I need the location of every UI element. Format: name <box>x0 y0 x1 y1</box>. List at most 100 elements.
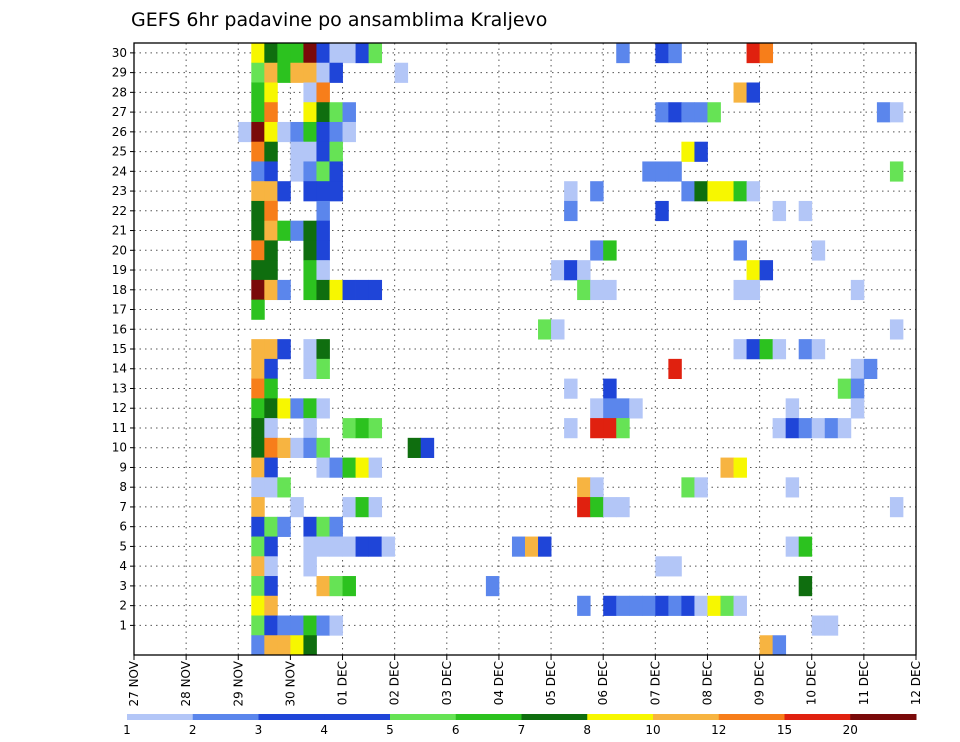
heatmap-cell <box>681 595 695 616</box>
heatmap-cell <box>251 279 265 301</box>
heatmap-cell <box>355 536 369 557</box>
heatmap-cell <box>316 200 330 222</box>
heatmap-cell <box>355 418 369 439</box>
heatmap-cell <box>316 358 330 380</box>
heatmap-cell <box>733 279 747 301</box>
heatmap-cell <box>616 497 630 518</box>
heatmap-cell <box>655 200 669 222</box>
heatmap-cell <box>264 536 278 557</box>
heatmap-cell <box>303 181 317 202</box>
heatmap-cell <box>850 358 865 380</box>
heatmap-cell <box>264 477 278 498</box>
heatmap-cell <box>251 576 265 597</box>
heatmap-cell <box>342 418 356 439</box>
colorbar-label: 7 <box>518 723 526 737</box>
x-tick-label: 30 NOV <box>283 660 297 706</box>
heatmap-cell <box>277 477 291 498</box>
colorbar-label: 3 <box>255 723 263 737</box>
heatmap-cell <box>733 457 747 478</box>
heatmap-cell <box>316 141 330 162</box>
heatmap-cell <box>264 339 278 360</box>
heatmap-cell <box>577 260 591 281</box>
heatmap-cell <box>811 339 826 360</box>
heatmap-cell <box>251 220 265 241</box>
heatmap-cell <box>733 595 747 616</box>
heatmap-cell <box>798 418 813 439</box>
heatmap-cell <box>251 43 265 64</box>
heatmap-cell <box>655 595 669 616</box>
heatmap-cell <box>277 43 291 64</box>
heatmap-cell <box>251 181 265 202</box>
heatmap-cell <box>290 220 304 241</box>
heatmap-cell <box>251 457 265 478</box>
heatmap-cell <box>264 43 278 64</box>
heatmap-cell <box>551 260 565 281</box>
heatmap-cell <box>577 279 591 301</box>
heatmap-cell <box>590 418 604 439</box>
heatmap-cell <box>342 121 356 143</box>
y-tick-label: 2 <box>119 599 127 613</box>
heatmap-cell <box>316 576 330 597</box>
heatmap-cell <box>329 576 343 597</box>
heatmap-cell <box>368 418 383 439</box>
heatmap-cell <box>746 260 760 281</box>
heatmap-cell <box>668 595 682 616</box>
heatmap-cell <box>264 615 278 636</box>
heatmap-cell <box>811 418 826 439</box>
heatmap-cell <box>251 536 265 557</box>
y-tick-label: 4 <box>119 559 127 573</box>
x-tick-label: 27 NOV <box>127 660 141 706</box>
heatmap-cell <box>564 418 578 439</box>
heatmap-cell <box>733 82 747 103</box>
heatmap-cell <box>772 200 787 222</box>
heatmap-cell <box>264 437 278 458</box>
heatmap-cell <box>264 82 278 103</box>
heatmap-cell <box>277 437 291 458</box>
heatmap-cell <box>264 181 278 202</box>
y-tick-label: 16 <box>112 322 127 336</box>
heatmap-cell <box>303 358 317 380</box>
y-tick-label: 5 <box>119 539 127 553</box>
heatmap-cell <box>668 102 682 123</box>
heatmap-cell <box>251 635 265 656</box>
x-tick-label: 11 DEC <box>857 661 871 705</box>
heatmap-cell <box>316 279 330 301</box>
heatmap-cell <box>720 457 734 478</box>
colorbar-segment <box>127 714 194 720</box>
heatmap-cell <box>264 220 278 241</box>
x-tick-label: 10 DEC <box>805 661 819 705</box>
heatmap-cell <box>590 240 604 261</box>
heatmap-cell <box>603 279 617 301</box>
heatmap-cell <box>850 398 865 419</box>
heatmap-cell <box>681 477 695 498</box>
x-tick-label: 29 NOV <box>231 660 245 706</box>
y-tick-label: 6 <box>119 520 127 534</box>
y-axis-ticks: 1234567891011121314151617181920212223242… <box>112 46 134 632</box>
heatmap-cell <box>264 398 278 419</box>
x-tick-label: 08 DEC <box>700 661 714 705</box>
heatmap-cell <box>355 43 369 64</box>
heatmap-cell <box>837 378 852 399</box>
colorbar: 1 2 3 4 5 6 7 8 10 12 15 20 <box>123 714 917 737</box>
heatmap-cell <box>290 437 304 458</box>
heatmap-cell <box>251 418 265 439</box>
y-tick-label: 3 <box>119 579 127 593</box>
heatmap-cell <box>303 141 317 162</box>
heatmap-cell <box>264 595 278 616</box>
heatmap-cell <box>772 418 787 439</box>
heatmap-cell <box>264 556 278 577</box>
heatmap-cell <box>668 43 682 64</box>
heatmap-cell <box>264 378 278 399</box>
colorbar-segment <box>258 714 325 720</box>
heatmap-cell <box>694 102 708 123</box>
heatmap-cell <box>303 121 317 143</box>
heatmap-cell <box>863 358 878 380</box>
heatmap-cell <box>538 536 552 557</box>
heatmap-cell <box>642 161 656 182</box>
heatmap-cell <box>277 220 291 241</box>
y-tick-label: 23 <box>112 184 127 198</box>
heatmap-cell <box>251 378 265 399</box>
y-tick-label: 24 <box>112 164 127 178</box>
y-tick-label: 14 <box>112 362 127 376</box>
